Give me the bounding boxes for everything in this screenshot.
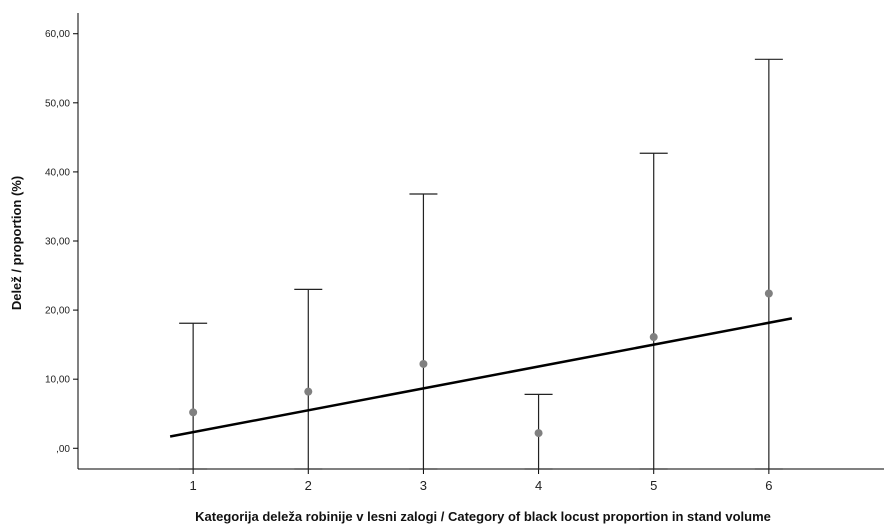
error-bar xyxy=(294,288,323,470)
y-tick-label: 10,00 xyxy=(45,375,70,386)
mean-point xyxy=(764,289,773,298)
error-bar xyxy=(179,322,208,470)
y-tick-label: 20,00 xyxy=(45,306,70,317)
x-tick-label: 4 xyxy=(535,478,542,493)
mean-point xyxy=(649,333,658,342)
fit-line xyxy=(169,317,793,438)
x-ticks: 1 2 3 4 5 6 xyxy=(190,469,772,493)
x-tick-label: 2 xyxy=(305,478,312,493)
error-bars xyxy=(179,58,783,470)
x-tick-label: 3 xyxy=(420,478,427,493)
y-axis-title: Delež / proportion (%) xyxy=(9,176,24,310)
x-tick-label: 6 xyxy=(765,478,772,493)
mean-point xyxy=(304,387,313,396)
error-bar xyxy=(754,58,783,470)
axes xyxy=(77,13,884,470)
y-ticks: ,00 10,00 20,00 30,00 40,00 50,00 60,00 xyxy=(45,29,78,455)
x-axis-title: Kategorija deleža robinije v lesni zalog… xyxy=(195,509,771,524)
mean-point xyxy=(534,429,543,438)
mean-point xyxy=(419,359,428,368)
fit-line-group xyxy=(169,317,793,438)
y-tick-label: 60,00 xyxy=(45,29,70,40)
y-tick-label: 50,00 xyxy=(45,98,70,109)
error-bar xyxy=(639,152,668,470)
x-tick-label: 5 xyxy=(650,478,657,493)
x-tick-label: 1 xyxy=(190,478,197,493)
y-tick-label: ,00 xyxy=(56,444,70,455)
mean-points xyxy=(189,289,773,438)
y-tick-label: 40,00 xyxy=(45,167,70,178)
error-bar xyxy=(409,193,438,470)
mean-point xyxy=(189,408,198,417)
y-tick-label: 30,00 xyxy=(45,237,70,248)
